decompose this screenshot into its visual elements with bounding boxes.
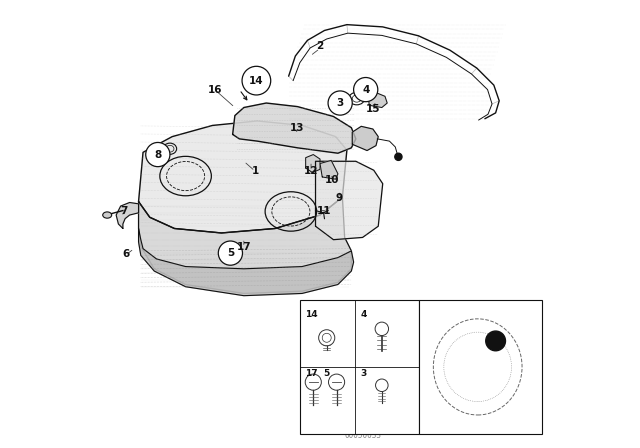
Circle shape: [305, 374, 321, 390]
Polygon shape: [139, 228, 353, 296]
Text: 4: 4: [360, 310, 367, 319]
Polygon shape: [139, 121, 347, 233]
Text: 16: 16: [207, 85, 222, 95]
Circle shape: [319, 330, 335, 346]
Circle shape: [486, 331, 506, 351]
Polygon shape: [233, 103, 356, 153]
Text: 15: 15: [365, 104, 380, 114]
Text: 5: 5: [227, 248, 234, 258]
Circle shape: [353, 78, 378, 102]
Circle shape: [376, 379, 388, 392]
Text: 13: 13: [289, 123, 304, 133]
Text: 3: 3: [360, 369, 367, 378]
Text: 10: 10: [325, 175, 340, 185]
Text: 5: 5: [323, 369, 330, 378]
Polygon shape: [316, 161, 383, 240]
Polygon shape: [116, 202, 139, 228]
Polygon shape: [320, 160, 338, 179]
Text: 17: 17: [237, 242, 251, 252]
Text: 2: 2: [316, 41, 324, 51]
Circle shape: [218, 241, 243, 265]
Text: 4: 4: [362, 85, 369, 95]
Bar: [419, 300, 541, 434]
Circle shape: [328, 91, 352, 115]
Text: 3: 3: [337, 98, 344, 108]
Text: 14: 14: [305, 310, 318, 319]
Text: 1: 1: [252, 166, 259, 176]
Text: 8: 8: [154, 150, 161, 159]
Text: 11: 11: [317, 206, 332, 215]
Ellipse shape: [103, 212, 112, 218]
Text: 00050033: 00050033: [344, 431, 381, 440]
Text: 6: 6: [123, 250, 130, 259]
Circle shape: [375, 322, 388, 336]
Text: 14: 14: [249, 76, 264, 86]
Polygon shape: [306, 155, 320, 172]
Text: 17: 17: [305, 369, 318, 378]
Circle shape: [242, 66, 271, 95]
Circle shape: [328, 374, 345, 390]
Polygon shape: [352, 126, 378, 151]
Text: 7: 7: [120, 206, 127, 215]
Circle shape: [146, 142, 170, 167]
Ellipse shape: [349, 92, 365, 105]
Polygon shape: [369, 93, 387, 108]
Circle shape: [395, 153, 402, 160]
Polygon shape: [139, 197, 351, 293]
Text: 9: 9: [335, 193, 342, 203]
Bar: [300, 300, 419, 434]
Text: 12: 12: [304, 166, 318, 176]
